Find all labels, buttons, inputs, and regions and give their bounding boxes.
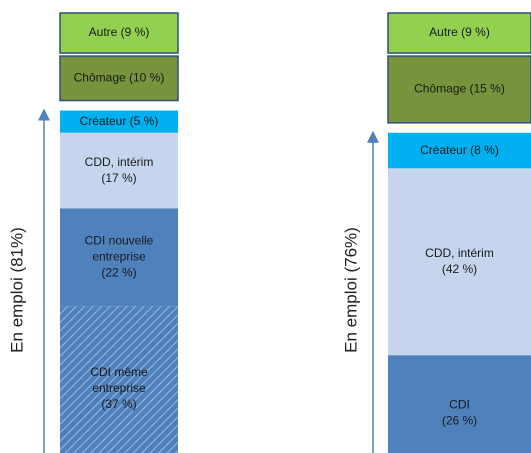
segment <box>59 12 179 54</box>
segment-label: (22 %) <box>101 266 136 280</box>
segment-label: CDI nouvelle <box>85 234 154 248</box>
segment-label: entreprise <box>92 250 146 264</box>
segment-label: entreprise <box>92 381 146 395</box>
segment-label: Autre (9 %) <box>89 25 150 39</box>
segment <box>60 132 178 209</box>
segment <box>59 55 179 102</box>
segment-label: (17 %) <box>101 171 136 185</box>
segment-label: CDD, intérim <box>85 155 154 169</box>
axis-label: En emploi (76%) <box>341 227 360 353</box>
segment-label: Créateur (8 %) <box>420 143 499 157</box>
segment-label: Chômage (15 %) <box>414 82 505 96</box>
segment-label: (42 %) <box>442 262 477 276</box>
segment <box>60 306 178 453</box>
segment <box>388 355 531 453</box>
segment-label: CDI <box>449 397 470 411</box>
segment <box>60 208 178 307</box>
segment-label: Créateur (5 %) <box>80 114 159 128</box>
segment-label: Autre (9 %) <box>429 25 490 39</box>
segment <box>387 55 531 124</box>
segment-label: (37 %) <box>101 397 136 411</box>
segment-label: (26 %) <box>442 413 477 427</box>
segment <box>387 12 531 54</box>
segment-label: CDD, intérim <box>425 246 494 260</box>
segment-label: Chômage (10 %) <box>74 70 165 84</box>
segment <box>60 110 178 133</box>
segment-label: CDI même <box>90 365 148 379</box>
segment <box>388 168 531 356</box>
axis-label: En emploi (81%) <box>7 227 26 353</box>
segment <box>388 132 531 169</box>
